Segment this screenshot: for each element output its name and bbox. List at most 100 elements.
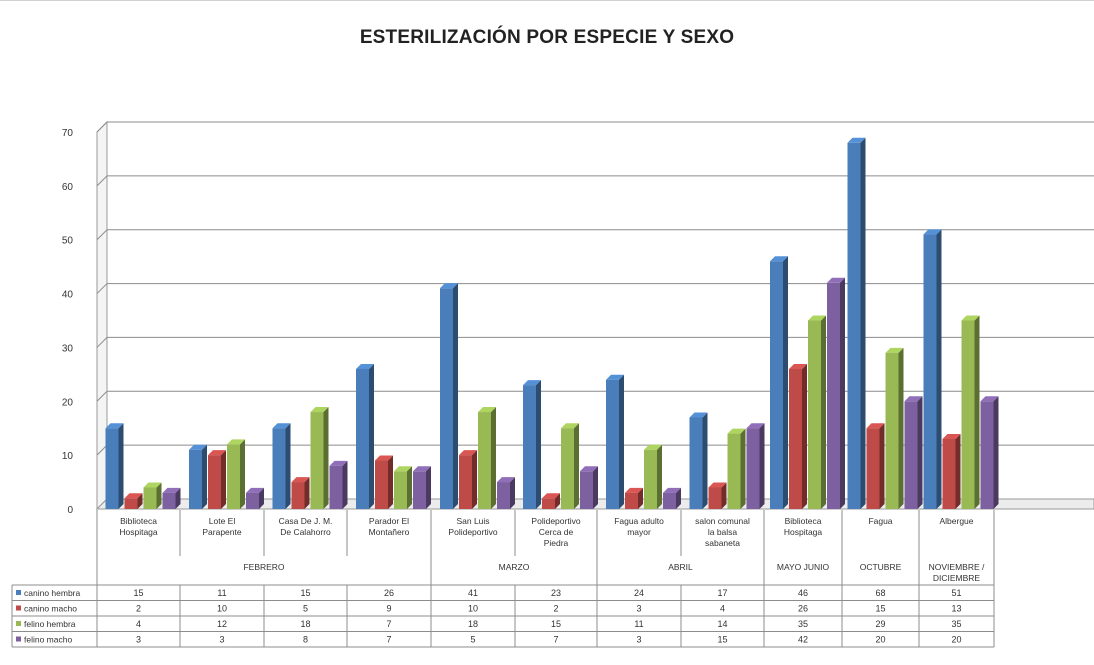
data-table-value: 26 [798,604,808,614]
gridline [97,337,1094,347]
bar-side [491,407,496,509]
data-table-value: 15 [300,588,310,598]
data-table-value: 7 [553,635,558,645]
x-tick-label: San Luis [456,516,489,526]
bar-side [899,348,904,509]
bar-side [574,423,579,509]
bar [106,428,119,509]
bar-side [453,283,458,509]
data-table-value: 29 [875,619,885,629]
x-tick-label: Fagua [868,516,892,526]
data-table-value: 13 [951,604,961,614]
gridline [97,284,1094,294]
data-table-value: 41 [468,588,478,598]
legend-swatch [16,590,21,595]
bar-side [388,456,393,509]
bar-side [741,429,746,509]
group-label: OCTUBRE [860,562,902,572]
bar-side [536,380,541,509]
bar-side [593,466,598,509]
bar [163,493,176,509]
bar-side [369,364,374,509]
bar [644,450,657,509]
bar [125,498,138,509]
bar-side [703,412,708,509]
data-table-value: 18 [300,619,310,629]
legend-label: canino hembra [24,588,81,598]
bar [497,482,510,509]
data-table-value: 10 [468,604,478,614]
bar-side [286,423,291,509]
bar-side [840,278,845,509]
bar [523,385,536,509]
data-table-value: 10 [217,604,227,614]
data-table-value: 4 [720,604,725,614]
bar-side [880,423,885,509]
bar [227,444,240,509]
legend-swatch [16,637,21,642]
bar-side [956,434,961,509]
bar-side [221,450,226,509]
bar-side [994,396,999,509]
bar [311,412,324,509]
group-label: DICIEMBRE [933,573,981,583]
data-table-value: 35 [951,619,961,629]
bar-side [324,407,329,509]
bar [709,487,722,509]
data-table-value: 68 [875,588,885,598]
bar [962,321,975,510]
bar [827,283,840,509]
data-table-value: 3 [636,604,641,614]
data-table-value: 17 [717,588,727,598]
gridline [97,122,1094,132]
bar-side [472,450,477,509]
data-table-value: 2 [553,604,558,614]
bar-side [426,466,431,509]
bar [789,369,802,509]
data-table-value: 11 [217,588,226,598]
x-tick-label: Biblioteca [120,516,157,526]
data-table-value: 12 [217,619,227,629]
x-tick-label: Albergue [939,516,973,526]
y-tick-label: 60 [62,182,74,193]
data-table-value: 15 [133,588,143,598]
y-tick-label: 10 [62,451,74,462]
data-table-value: 11 [634,619,643,629]
group-label: ABRIL [668,562,693,572]
bar [330,466,343,509]
data-table-value: 4 [136,619,141,629]
data-table-value: 26 [384,588,394,598]
bar-side [619,375,624,509]
x-tick-label: Parapente [202,527,241,537]
bar [580,471,593,509]
data-table-value: 15 [551,619,561,629]
x-tick-label: De Calahorro [280,527,331,537]
bar-side [343,461,348,509]
bar [808,321,821,510]
x-tick-label: Hospitaga [119,527,158,537]
y-tick-label: 30 [62,343,74,354]
data-table-value: 46 [798,588,808,598]
y-tick-label: 70 [62,128,74,139]
bar [728,434,741,509]
bar [943,439,956,509]
bar [189,450,202,509]
legend-swatch [16,606,21,611]
bar [292,482,305,509]
gridline [97,391,1094,401]
bar-side [305,477,310,509]
gridline [97,230,1094,240]
data-table-value: 9 [386,604,391,614]
bar [867,428,880,509]
x-tick-label: Montañero [369,527,410,537]
x-tick-label: Lote El [209,516,236,526]
y-tick-label: 0 [67,505,73,516]
x-tick-label: Biblioteca [785,516,822,526]
bar [606,380,619,509]
bar-side [821,316,826,510]
bar [440,288,453,509]
group-label: MARZO [499,562,530,572]
x-tick-label: Piedra [544,538,569,548]
data-table-value: 3 [136,635,141,645]
